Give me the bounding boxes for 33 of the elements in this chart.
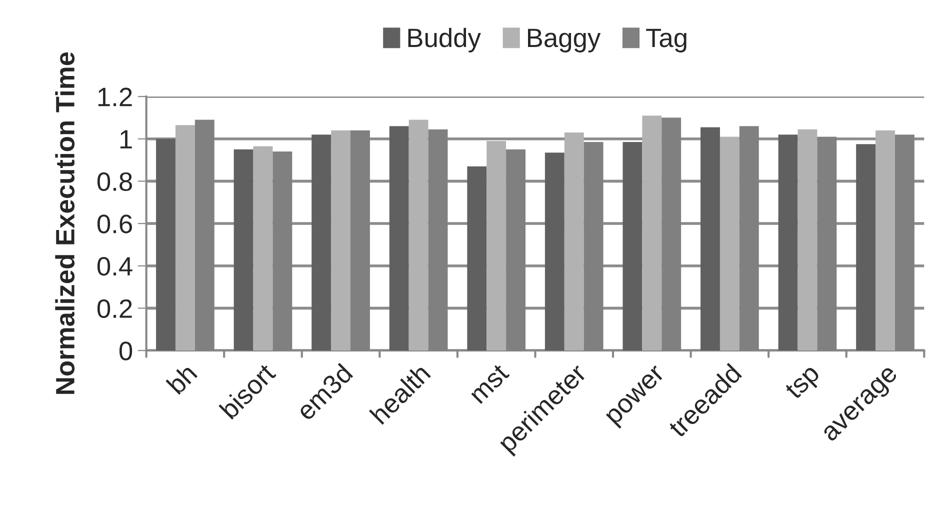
- bar: [467, 166, 487, 351]
- bar: [798, 129, 818, 351]
- bar: [642, 116, 662, 351]
- bar: [389, 126, 409, 351]
- y-tick-label: 0.2: [97, 299, 132, 318]
- bar: [312, 134, 332, 351]
- bar: [156, 138, 176, 351]
- bar: [856, 144, 876, 351]
- legend-label: Buddy: [408, 28, 481, 52]
- bar: [778, 134, 798, 351]
- bar: [331, 130, 350, 351]
- legend-label: Baggy: [528, 28, 601, 52]
- y-tick-label: 0.4: [97, 256, 132, 276]
- legend-label: Tag: [646, 28, 686, 52]
- bar: [175, 125, 195, 351]
- x-tick-label: tsp: [784, 364, 824, 404]
- bar: [234, 149, 254, 351]
- y-tick-label: 1: [120, 130, 132, 148]
- bar: [876, 130, 895, 351]
- y-tick-label: 0.6: [97, 214, 132, 234]
- bar: [544, 152, 564, 351]
- bar: [253, 146, 273, 351]
- y-tick-label: 0: [119, 342, 132, 360]
- x-tick-label: bh: [166, 362, 198, 395]
- y-tick-label: 1.2: [98, 88, 132, 106]
- bar: [622, 142, 642, 351]
- bar: [700, 127, 720, 351]
- bar: [486, 140, 506, 351]
- y-axis-title: Normalized Execution Time: [55, 52, 75, 394]
- bar: [564, 132, 584, 351]
- bar: [408, 120, 428, 351]
- bar: [720, 136, 740, 351]
- y-tick-label: 0.8: [97, 172, 132, 192]
